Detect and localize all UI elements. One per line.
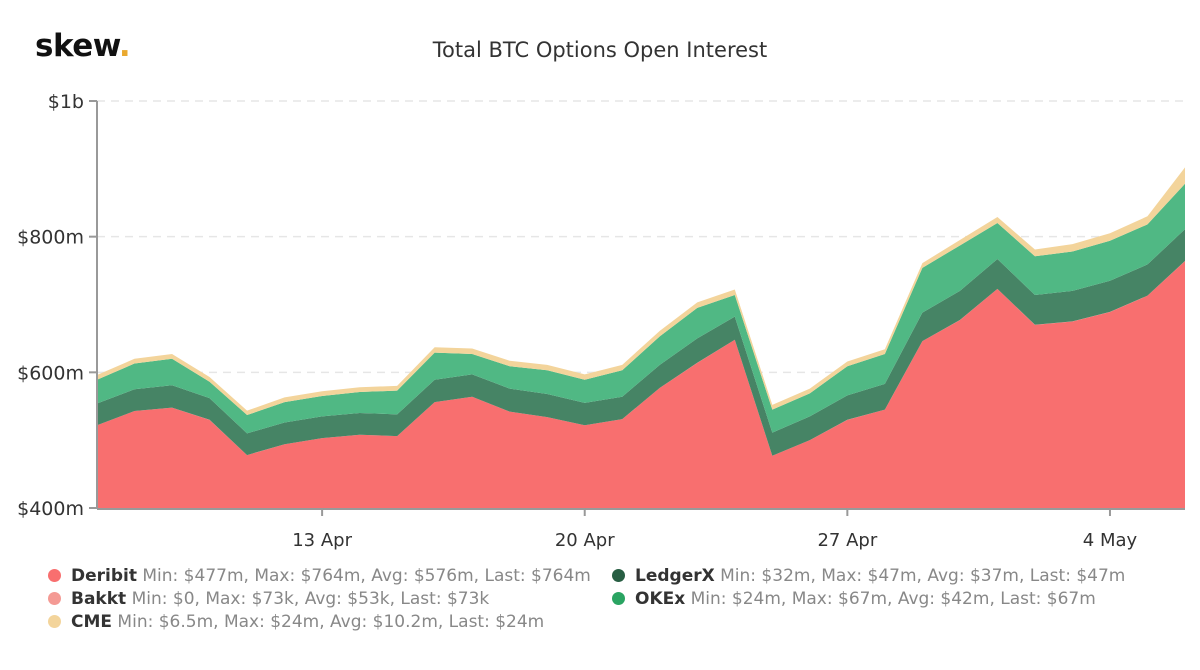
y-tick-label: $400m: [17, 498, 84, 520]
legend-bullet-icon: [48, 615, 61, 628]
legend-item-cme[interactable]: CME Min: $6.5m, Max: $24m, Avg: $10.2m, …: [48, 612, 544, 632]
x-tick-label: 4 May: [1083, 530, 1138, 551]
legend-item-bakkt[interactable]: Bakkt Min: $0, Max: $73k, Avg: $53k, Las…: [48, 589, 489, 609]
skew-logo: skew.: [35, 28, 131, 64]
x-tick-label: 27 Apr: [817, 530, 877, 551]
legend-item-okex[interactable]: OKEx Min: $24m, Max: $67m, Avg: $42m, La…: [612, 589, 1096, 609]
legend-bullet-icon: [48, 569, 61, 582]
legend-item-deribit[interactable]: Deribit Min: $477m, Max: $764m, Avg: $57…: [48, 566, 591, 586]
y-tick-label: $1b: [48, 91, 84, 113]
legend-bullet-icon: [612, 592, 625, 605]
x-tick-label: 13 Apr: [292, 530, 352, 551]
legend-item-ledgerx[interactable]: LedgerX Min: $32m, Max: $47m, Avg: $37m,…: [612, 566, 1125, 586]
x-tick-label: 20 Apr: [555, 530, 615, 551]
y-tick-label: $600m: [17, 362, 84, 384]
legend-bullet-icon: [612, 569, 625, 582]
area-deribit: [97, 261, 1185, 508]
y-tick-label: $800m: [17, 227, 84, 249]
chart-title: Total BTC Options Open Interest: [432, 38, 768, 62]
legend-bullet-icon: [48, 592, 61, 605]
